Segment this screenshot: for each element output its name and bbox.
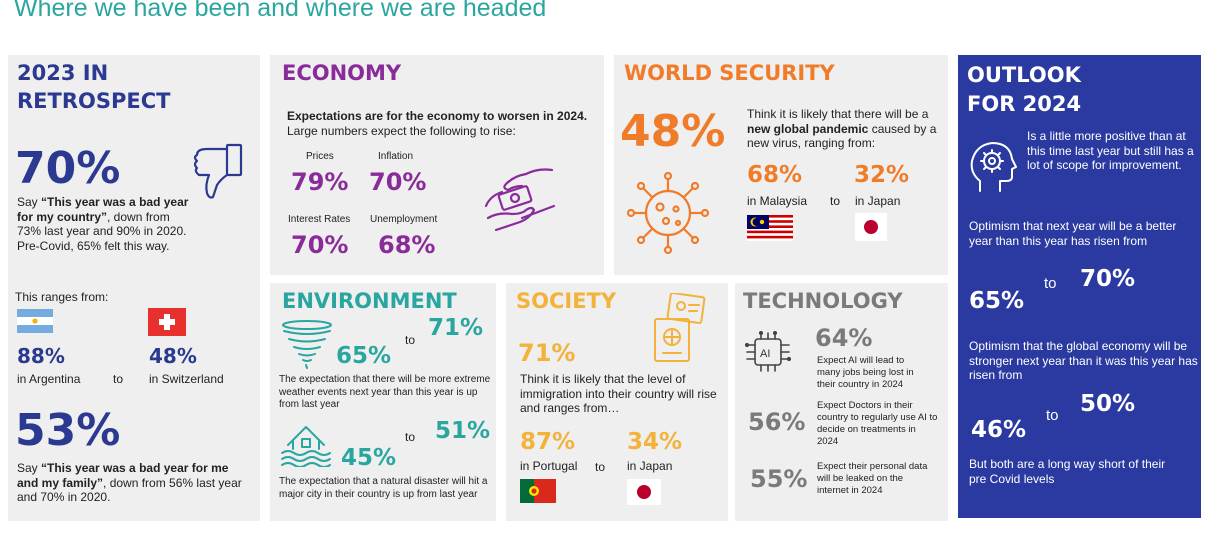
environment-weather-to: 71% <box>428 315 484 341</box>
economy-item-value: 70% <box>369 168 427 196</box>
technology-item-pct: 64% <box>815 324 873 352</box>
world-security-panel: WORLD SECURITY 48% Think it is likely th… <box>614 55 948 275</box>
retrospect-heading-line2: RETROSPECT <box>17 89 171 113</box>
world-security-right-label: in Japan <box>855 194 901 208</box>
environment-heading: ENVIRONMENT <box>282 289 457 313</box>
japan-flag-icon <box>627 479 661 510</box>
economy-panel: ECONOMY Expectations are for the economy… <box>270 55 604 275</box>
economy-item-label: Prices <box>306 151 334 162</box>
retrospect-pct-country: 70% <box>15 143 121 194</box>
economy-heading: ECONOMY <box>282 61 402 85</box>
environment-weather-text: The expectation that there will be more … <box>279 374 491 410</box>
society-left-pct: 87% <box>520 429 576 455</box>
outlook-panel: OUTLOOK FOR 2024 Is a little more positi… <box>958 55 1201 518</box>
economy-item-value: 79% <box>291 168 349 196</box>
retrospect-panel: 2023 IN RETROSPECT 70% Say “This year wa… <box>8 55 260 521</box>
retrospect-to: to <box>113 372 124 386</box>
society-left-label: in Portugal <box>520 459 578 473</box>
environment-panel: ENVIRONMENT 65% to 71% The expectation t… <box>270 283 496 521</box>
world-security-right-pct: 32% <box>854 162 910 188</box>
argentina-flag-icon <box>17 309 53 338</box>
head-gear-icon <box>966 139 1022 200</box>
world-security-left-label: in Malaysia <box>747 194 808 208</box>
switzerland-flag-icon <box>148 308 186 341</box>
world-security-left-pct: 68% <box>747 162 803 188</box>
world-security-pct: 48% <box>620 106 726 157</box>
technology-item-text: Expect AI will lead to many jobs being l… <box>817 355 914 390</box>
environment-weather-from: 65% <box>336 343 392 369</box>
virus-icon <box>624 169 712 262</box>
technology-item-text: Expect their personal data will be leake… <box>817 461 928 496</box>
outlook-to: to <box>1044 275 1057 292</box>
retrospect-left-label: in Argentina <box>17 372 81 386</box>
retrospect-ranges-label: This ranges from: <box>15 290 109 304</box>
outlook-conclusion: But both are a long way short of their p… <box>969 457 1166 486</box>
outlook-intro: Is a little more positive than at this t… <box>1027 129 1194 172</box>
retrospect-right-label: in Switzerland <box>149 372 224 386</box>
society-panel: SOCIETY 71% Think it is likely that the … <box>506 283 728 521</box>
society-text: Think it is likely that the level of imm… <box>520 372 717 415</box>
outlook-optimism-year-to: 70% <box>1080 266 1136 292</box>
technology-item-text: Expect Doctors in their country to regul… <box>817 400 938 447</box>
technology-item-pct: 56% <box>748 408 806 436</box>
japan-flag-icon <box>855 213 887 246</box>
technology-heading: TECHNOLOGY <box>743 289 903 313</box>
tornado-icon <box>280 319 334 374</box>
retrospect-left-pct: 88% <box>17 344 65 368</box>
retrospect-right-pct: 48% <box>149 344 197 368</box>
economy-intro: Expectations are for the economy to wors… <box>287 109 588 138</box>
retrospect-country-text: Say “This year was a bad year for my cou… <box>17 195 189 253</box>
ai-chip-icon: AI <box>743 330 795 380</box>
outlook-heading-line2: FOR 2024 <box>967 92 1082 116</box>
society-right-pct: 34% <box>627 429 683 455</box>
environment-to: to <box>405 430 416 444</box>
outlook-to: to <box>1046 407 1059 424</box>
retrospect-family-text: Say “This year was a bad year for me and… <box>17 461 242 504</box>
svg-text:AI: AI <box>760 348 770 360</box>
flood-house-icon <box>280 421 332 472</box>
economy-item-value: 68% <box>378 231 436 259</box>
economy-item-label: Interest Rates <box>288 214 351 225</box>
outlook-optimism-economy-from: 46% <box>971 417 1027 443</box>
outlook-optimism-year-text: Optimism that next year will be a better… <box>969 219 1177 248</box>
society-to: to <box>595 460 606 474</box>
economy-item-value: 70% <box>291 231 349 259</box>
retrospect-pct-family: 53% <box>15 405 121 456</box>
world-security-to: to <box>830 194 841 208</box>
society-pct: 71% <box>518 339 576 367</box>
economy-item-label: Unemployment <box>370 214 438 225</box>
technology-panel: TECHNOLOGY AI 64% Expect AI will lead to… <box>735 283 948 521</box>
retrospect-heading-line1: 2023 IN <box>17 61 109 85</box>
economy-item-label: Inflation <box>378 151 414 162</box>
world-security-text: Think it is likely that there will be a … <box>747 107 937 150</box>
page-title: Where we have been and where we are head… <box>14 0 547 22</box>
environment-to: to <box>405 333 416 347</box>
environment-disaster-from: 45% <box>341 445 397 471</box>
passport-icon <box>651 292 709 370</box>
outlook-optimism-economy-text: Optimism that the global economy will be… <box>969 339 1198 382</box>
outlook-optimism-economy-to: 50% <box>1080 391 1136 417</box>
society-right-label: in Japan <box>627 459 673 473</box>
outlook-optimism-year-from: 65% <box>969 288 1025 314</box>
technology-item-pct: 55% <box>750 465 808 493</box>
world-security-heading: WORLD SECURITY <box>624 61 835 85</box>
malaysia-flag-icon <box>747 215 793 246</box>
outlook-heading-line1: OUTLOOK <box>967 63 1081 87</box>
portugal-flag-icon <box>520 479 556 508</box>
environment-disaster-text: The expectation that a natural disaster … <box>279 476 488 500</box>
society-heading: SOCIETY <box>516 289 617 313</box>
environment-disaster-to: 51% <box>435 418 491 444</box>
money-hands-icon <box>482 166 558 241</box>
thumbs-down-icon <box>191 143 245 206</box>
